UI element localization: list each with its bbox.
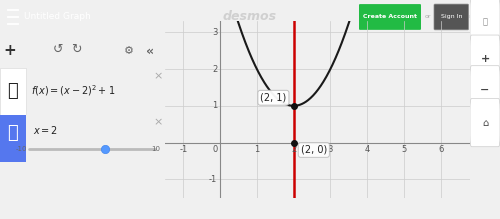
Text: 2: 2 [212,65,217,74]
Text: or: or [424,14,431,19]
Text: ⓝ: ⓝ [7,124,18,142]
Text: -10: -10 [16,146,27,152]
Text: (2, 0): (2, 0) [300,145,327,155]
Text: 1: 1 [212,101,217,110]
Text: 3: 3 [328,145,333,154]
FancyBboxPatch shape [470,0,500,46]
Text: «: « [146,44,154,57]
Text: 5: 5 [401,145,406,154]
Text: 1: 1 [254,145,260,154]
FancyBboxPatch shape [470,99,500,147]
FancyBboxPatch shape [470,66,500,114]
Text: ⓝ: ⓝ [7,82,18,101]
Text: Create Account: Create Account [363,14,417,19]
Text: ⊕: ⊕ [489,12,496,21]
Text: -1: -1 [179,145,188,154]
Text: ↻: ↻ [70,43,81,56]
Text: +: + [480,54,490,64]
Text: ⚙: ⚙ [124,46,134,56]
Text: ⌂: ⌂ [482,118,488,128]
Text: Sign In: Sign In [441,14,462,19]
Text: ⇨: ⇨ [469,12,476,21]
Text: 2: 2 [291,145,296,154]
Text: Untitled Graph: Untitled Graph [24,12,91,21]
Text: 6: 6 [438,145,444,154]
FancyBboxPatch shape [359,4,421,30]
Text: $x=2$: $x=2$ [33,124,58,136]
Text: ×: × [154,117,163,127]
FancyBboxPatch shape [0,68,26,115]
Text: 3: 3 [212,28,217,37]
Text: desmos: desmos [223,11,277,23]
FancyBboxPatch shape [434,4,468,30]
Text: ↺: ↺ [52,43,63,56]
Text: (2, 1): (2, 1) [260,93,286,103]
Text: 4: 4 [364,145,370,154]
Text: +: + [4,43,16,58]
Text: -1: -1 [209,175,217,184]
Text: 0: 0 [212,145,218,154]
Text: 10: 10 [151,146,160,152]
Text: 🔧: 🔧 [482,17,488,26]
FancyBboxPatch shape [470,35,500,83]
Text: $f(x) = (x-2)^2+1$: $f(x) = (x-2)^2+1$ [32,83,116,98]
FancyBboxPatch shape [0,115,26,162]
Text: −: − [480,85,490,95]
Text: ×: × [154,71,163,81]
Text: ?: ? [480,12,485,21]
